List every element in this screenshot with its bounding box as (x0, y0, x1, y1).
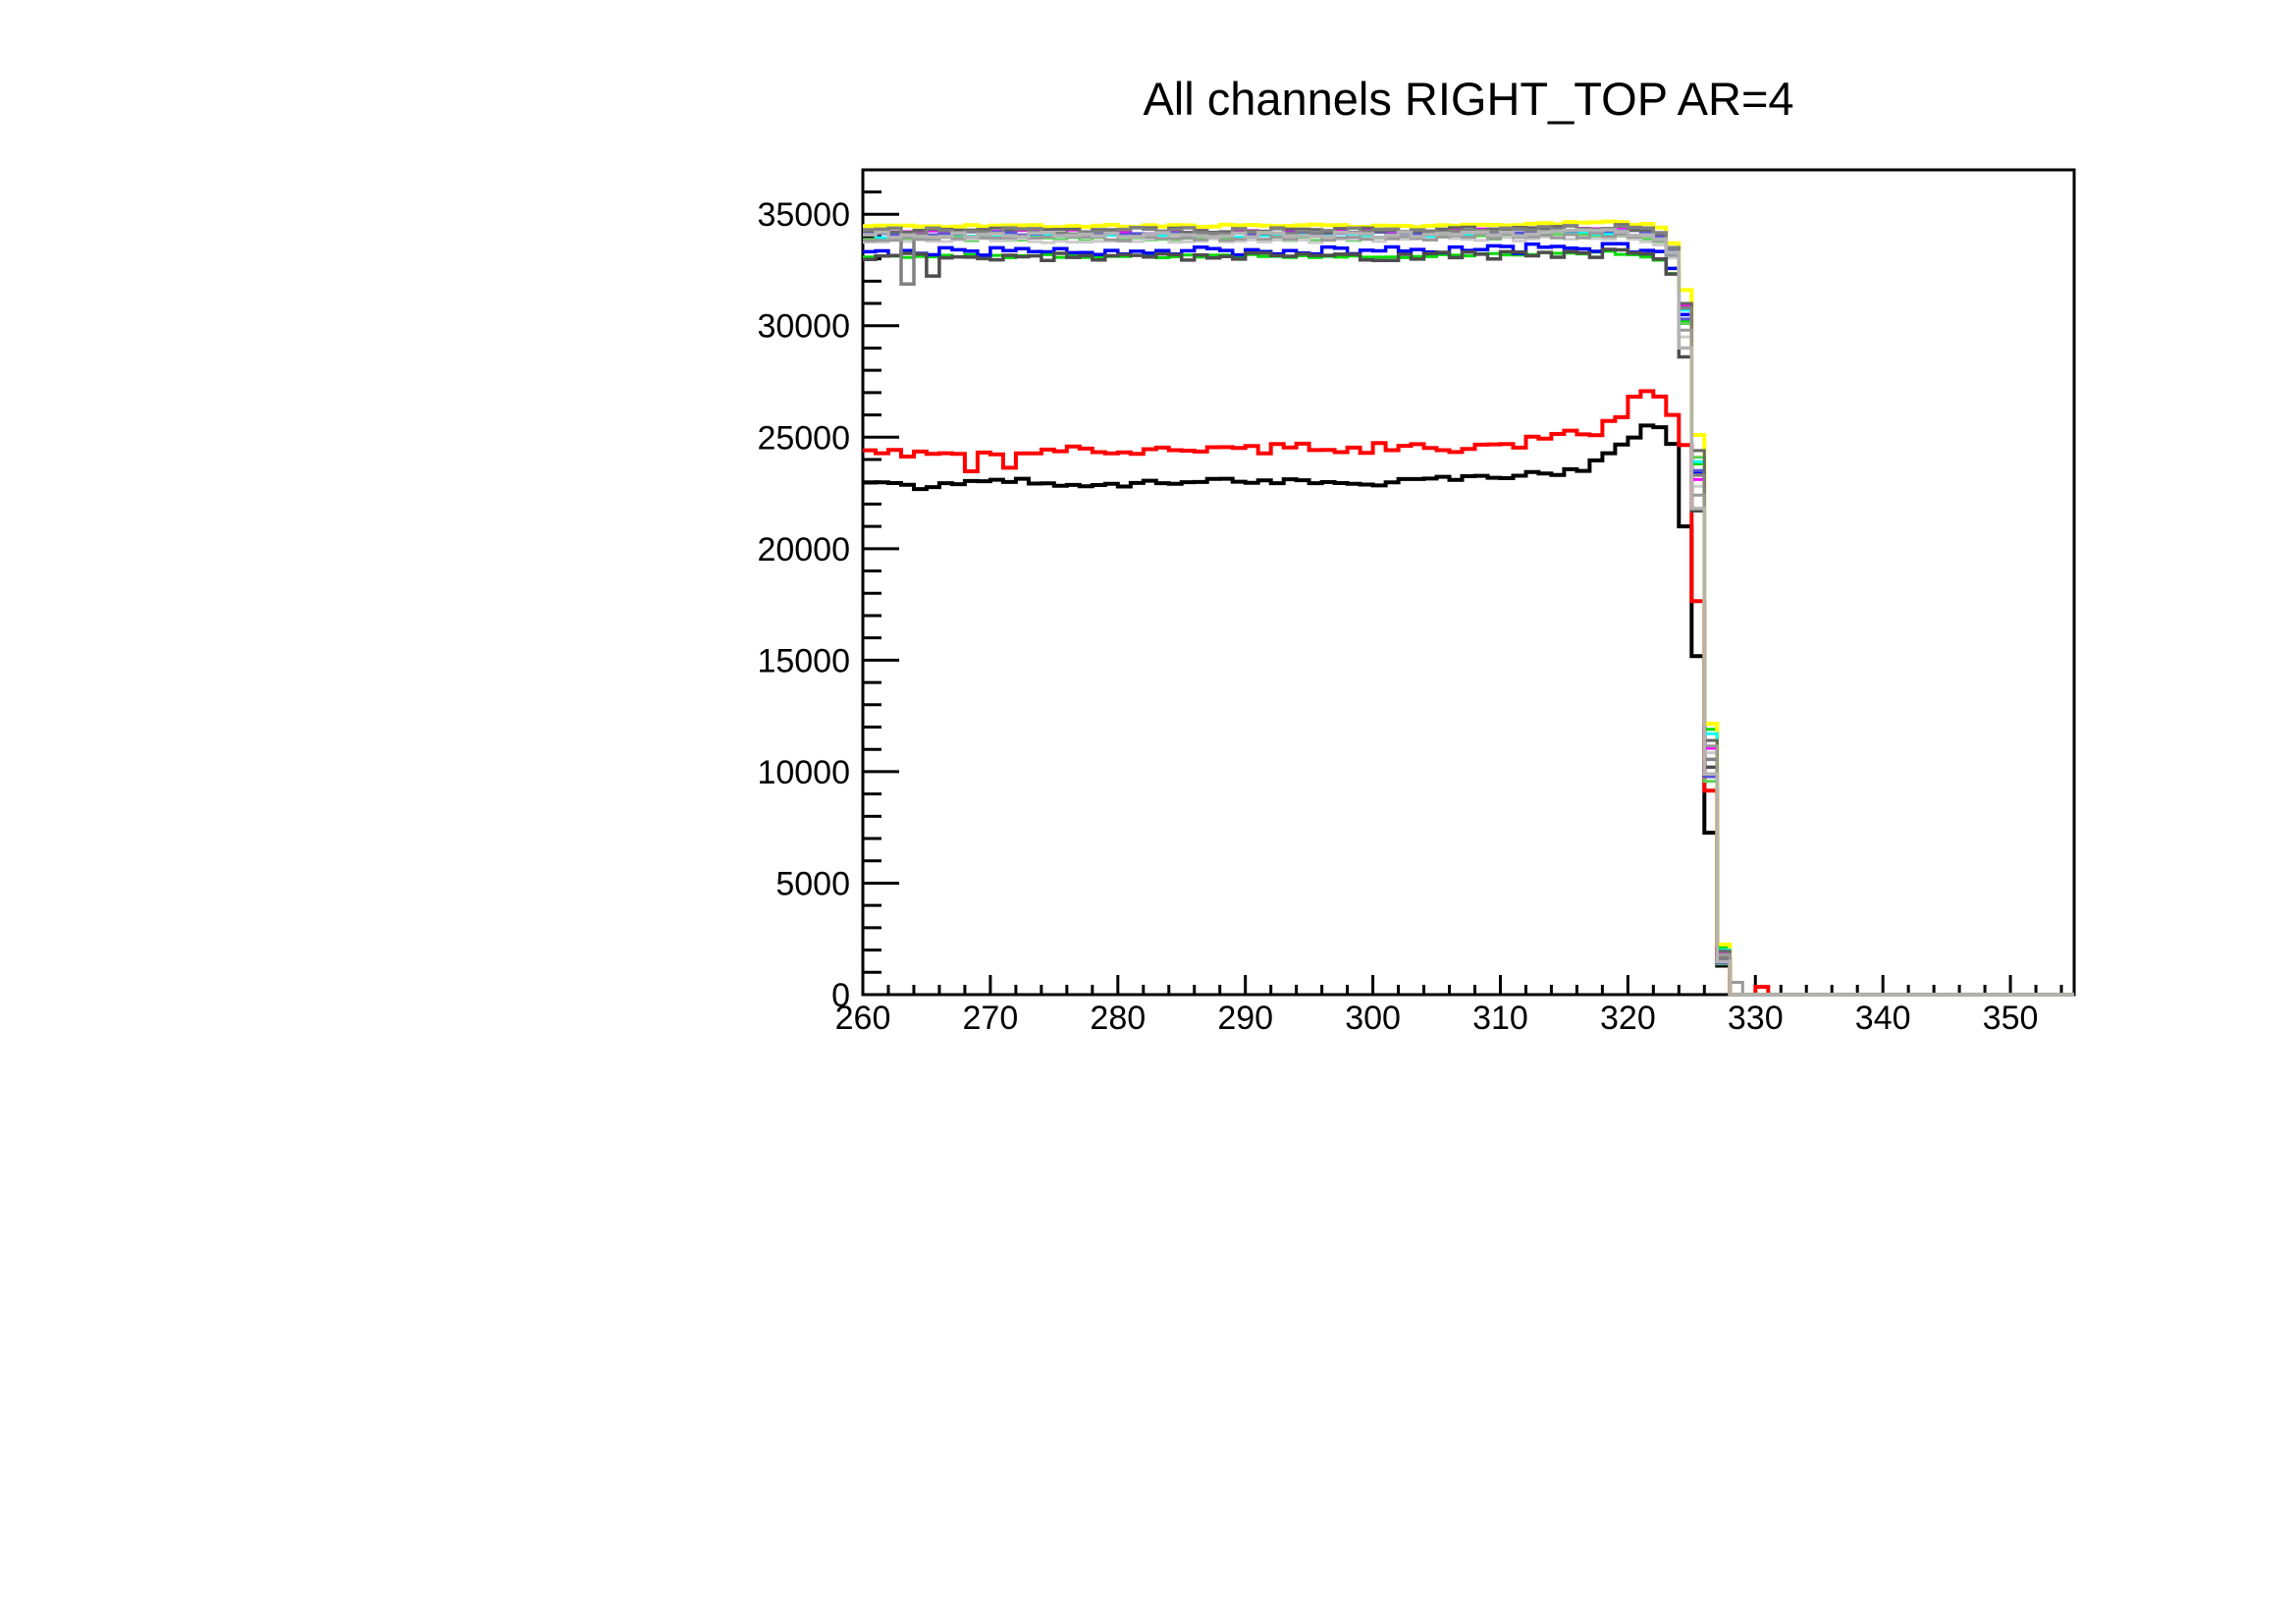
series-ch3-green (863, 249, 2074, 997)
series-ch10-light-gray (863, 234, 2074, 997)
y-tick-label: 20000 (757, 531, 850, 568)
y-tick-label: 0 (831, 977, 850, 1014)
x-tick-label: 350 (1983, 1000, 2039, 1037)
series-ch14-gray-999 (863, 232, 2074, 997)
x-tick-label: 330 (1728, 1000, 1784, 1037)
series-ch13-gray-808080 (863, 224, 2074, 997)
x-tick-label: 270 (963, 1000, 1019, 1037)
plot-frame (861, 168, 2076, 997)
chart-title: All channels RIGHT_TOP AR=4 (1143, 73, 1793, 125)
series-ch7-cyan (863, 229, 2074, 997)
x-tick-label: 340 (1855, 1000, 1911, 1037)
y-tick-label: 35000 (757, 196, 850, 234)
axes: 260 270 280 290 300 310 320 330 340 350 0 5000 10000… (757, 168, 2076, 1037)
y-tick-label: 25000 (757, 419, 850, 457)
series-ch1-black (863, 423, 2074, 997)
y-tick-label: 10000 (757, 754, 850, 791)
y-tick-label: 5000 (775, 865, 850, 902)
y-tick-label: 30000 (757, 308, 850, 346)
series-ch6-magenta (863, 226, 2074, 997)
series-ch15-silver (863, 228, 2074, 997)
x-tick-label: 300 (1345, 1000, 1401, 1037)
x-tick-label: 260 (835, 1000, 891, 1037)
series-ch8-medium-green (863, 233, 2074, 997)
y-tick-label: 15000 (757, 642, 850, 679)
x-tick-label: 320 (1600, 1000, 1656, 1037)
x-tick-label: 290 (1217, 1000, 1273, 1037)
series-ch9-violet (863, 228, 2074, 997)
x-tick-label: 310 (1472, 1000, 1528, 1037)
series-layer (863, 219, 2074, 997)
series-ch5-yellow (863, 219, 2074, 997)
series-ch12-gray-666 (863, 223, 2074, 997)
series-ch4-blue (863, 242, 2074, 997)
series-ch11-dark-gray (863, 247, 2074, 997)
x-tick-label: 280 (1090, 1000, 1146, 1037)
